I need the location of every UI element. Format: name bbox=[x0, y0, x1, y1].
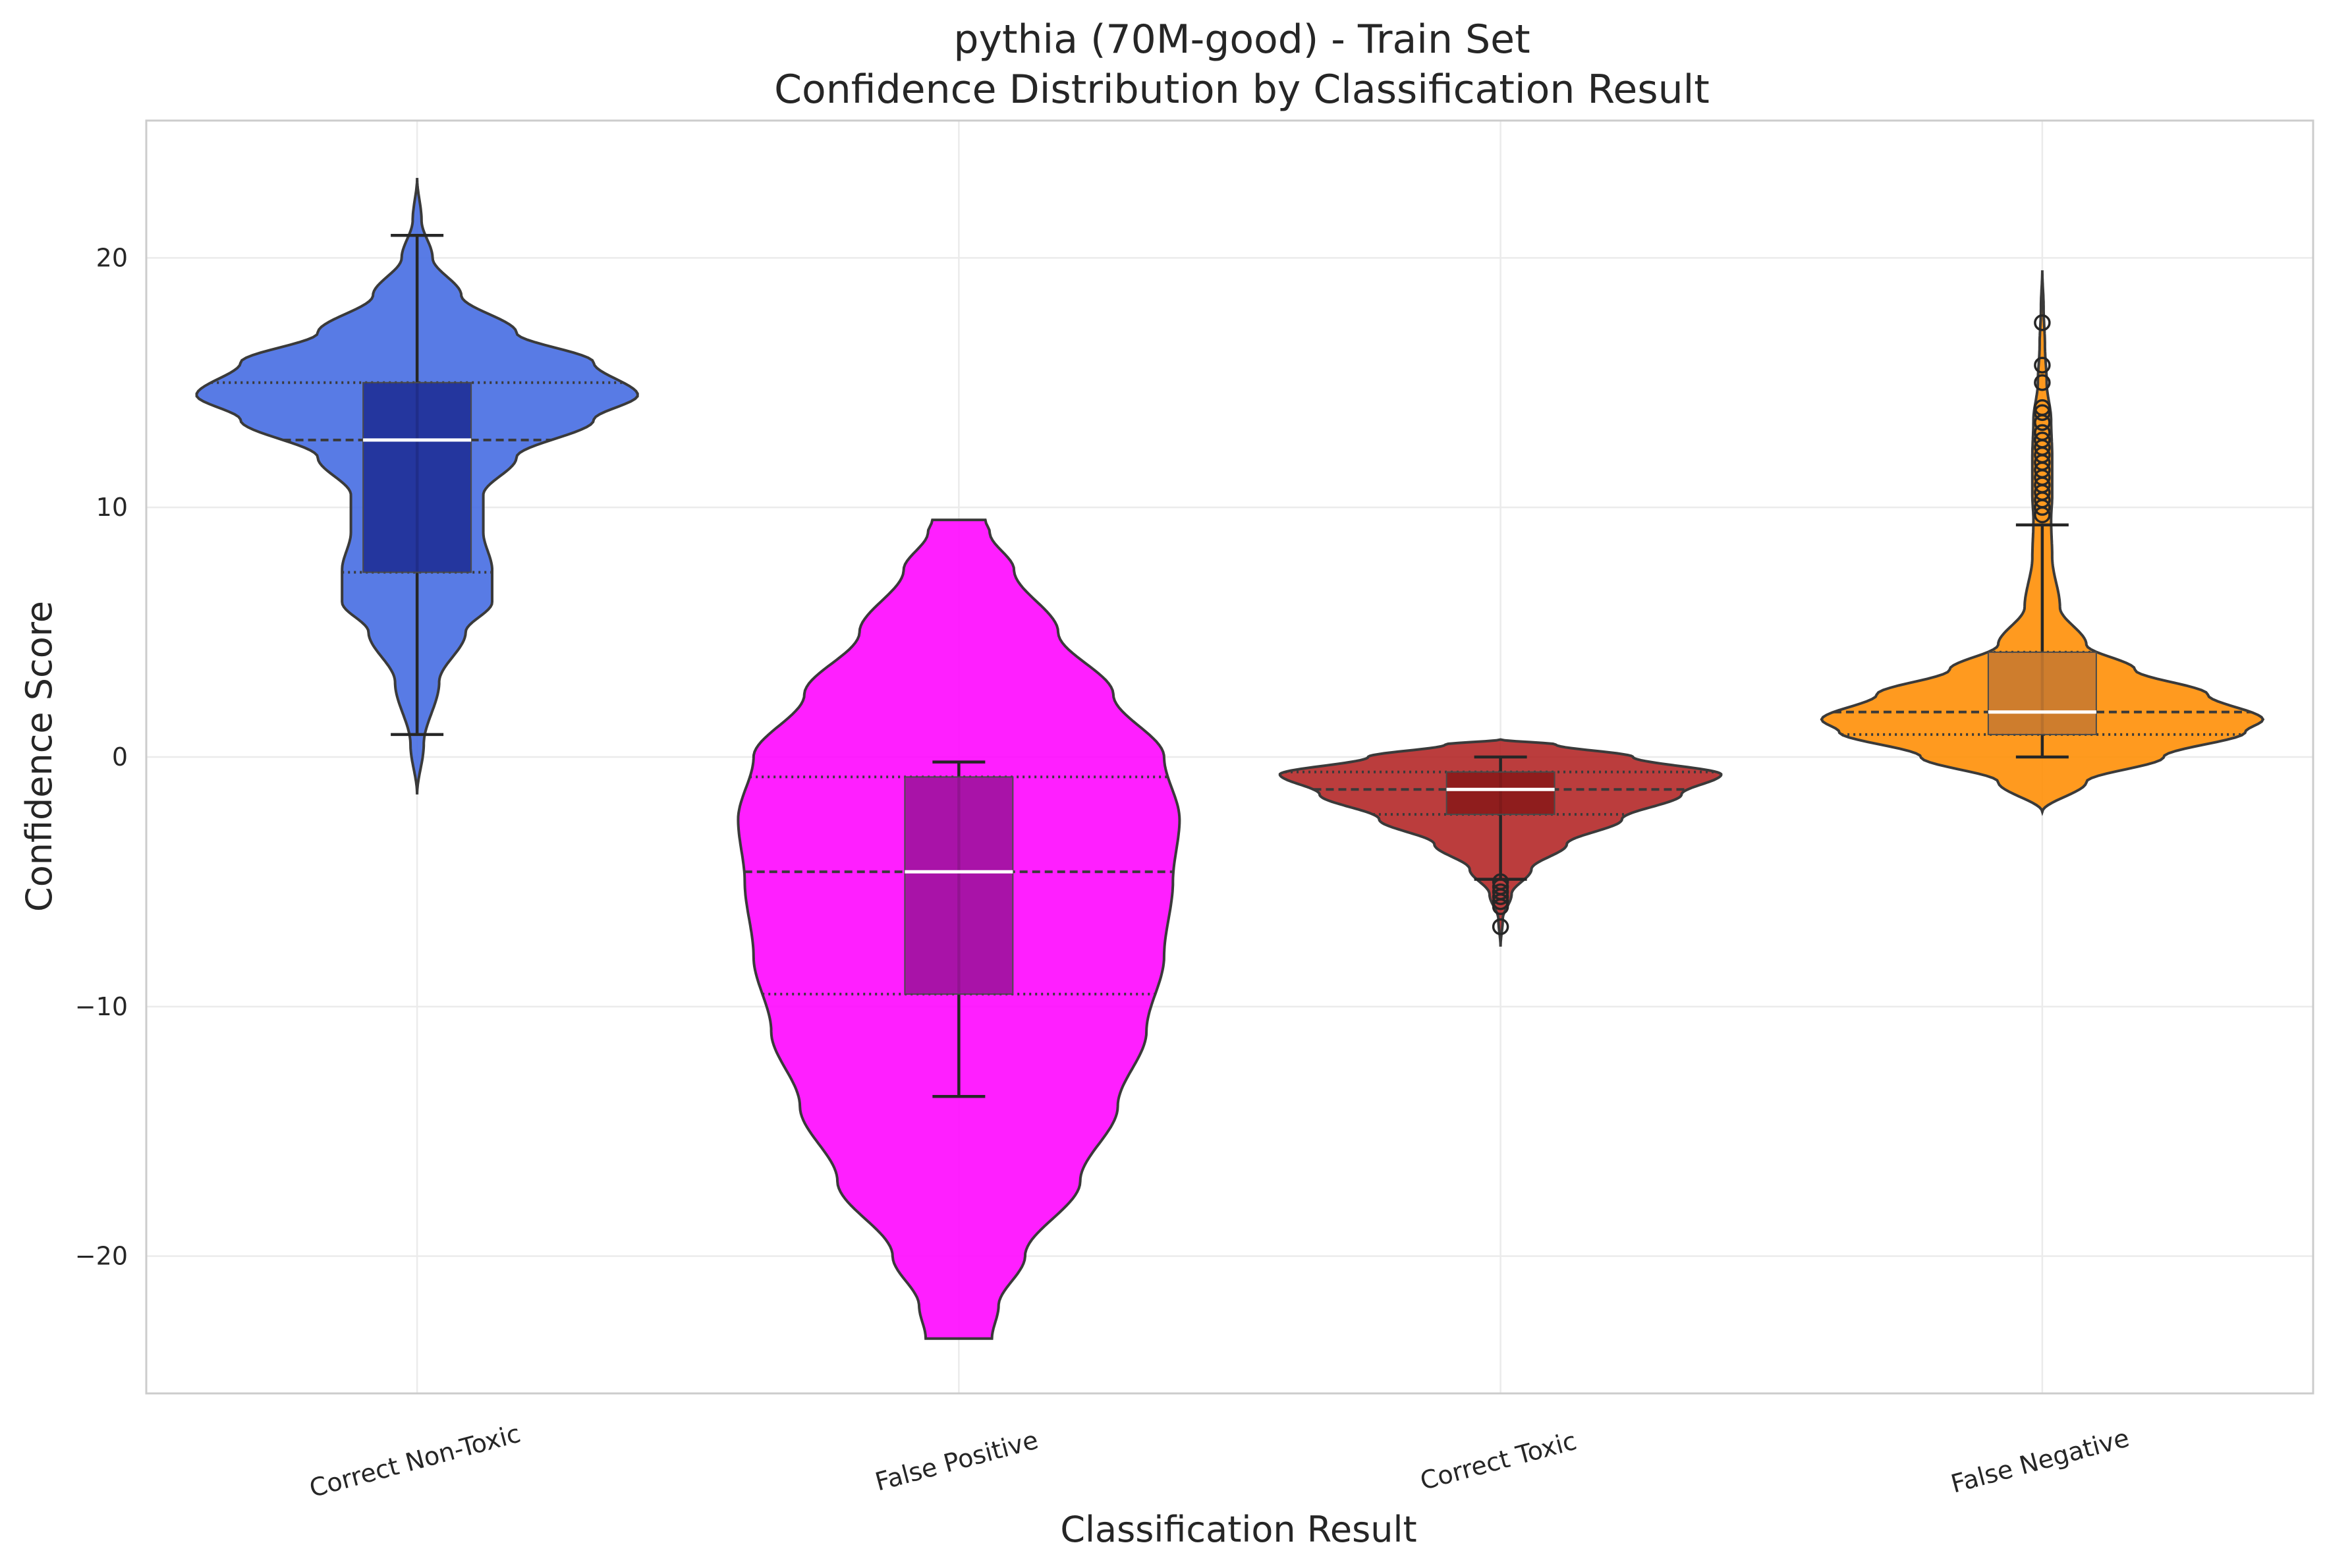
outlier-point bbox=[2034, 432, 2051, 449]
violins bbox=[195, 178, 2265, 1340]
plot-frame bbox=[145, 119, 2314, 1395]
outlier-point bbox=[1492, 893, 1509, 910]
outlier-point bbox=[2034, 356, 2051, 374]
y-tick-label: 0 bbox=[112, 742, 128, 771]
y-tick-label: −10 bbox=[75, 992, 128, 1021]
chart-subtitle: Confidence Distribution by Classificatio… bbox=[774, 67, 1710, 113]
x-axis-label: Classification Result bbox=[1060, 1509, 1416, 1550]
x-tick-label: False Positive bbox=[872, 1425, 1042, 1496]
y-tick-label: −20 bbox=[75, 1242, 128, 1271]
box bbox=[1987, 651, 2097, 735]
box bbox=[362, 381, 472, 573]
outlier-point bbox=[2034, 374, 2051, 391]
outlier-point bbox=[1492, 898, 1509, 916]
x-tick-label: Correct Toxic bbox=[1417, 1426, 1580, 1496]
chart-title: pythia (70M-good) - Train Set bbox=[953, 16, 1530, 63]
x-tick-label: Correct Non-Toxic bbox=[306, 1419, 524, 1503]
outlier-point bbox=[1492, 918, 1509, 936]
outlier-point bbox=[2034, 314, 2051, 331]
y-tick-label: 10 bbox=[96, 493, 128, 522]
x-tick-label: False Negative bbox=[1948, 1423, 2133, 1498]
outlier-point bbox=[1492, 888, 1509, 905]
outlier-point bbox=[2034, 399, 2051, 416]
box bbox=[904, 776, 1014, 995]
outlier-point bbox=[2034, 404, 2051, 421]
box bbox=[1445, 771, 1555, 816]
y-tick-label: 20 bbox=[96, 243, 128, 272]
outlier-point bbox=[2034, 424, 2051, 441]
y-axis-label: Confidence Score bbox=[18, 601, 60, 912]
